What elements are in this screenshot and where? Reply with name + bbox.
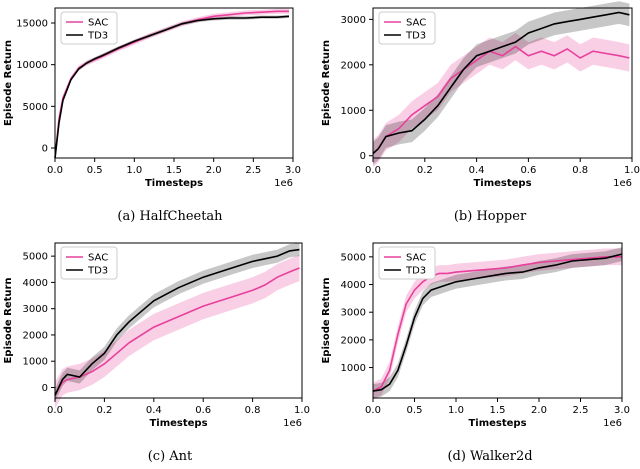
x-tick-label: 0.8 xyxy=(245,405,261,416)
x-scale-label: 1e6 xyxy=(283,418,302,429)
y-tick-label: 1000 xyxy=(341,363,366,374)
legend-box xyxy=(60,11,118,45)
caption-d: (d) Walker2d xyxy=(447,449,533,464)
y-tick-label: 2000 xyxy=(23,330,48,341)
band-sac xyxy=(55,254,300,409)
y-axis-label: Episode Return xyxy=(3,277,14,363)
y-tick-label: 4000 xyxy=(341,280,366,291)
x-scale-label: 1e6 xyxy=(603,418,622,429)
caption-b: (b) Hopper xyxy=(453,209,527,224)
legend-label-sac: SAC xyxy=(406,253,426,264)
x-tick-label: 1.5 xyxy=(490,405,506,416)
x-tick-label: 1.0 xyxy=(126,165,142,176)
legend-label-sac: SAC xyxy=(406,18,426,29)
series-line-sac xyxy=(372,45,630,155)
x-tick-label: 0.5 xyxy=(87,165,103,176)
x-tick-label: 2.5 xyxy=(245,165,261,176)
y-tick-label: 10000 xyxy=(16,60,48,71)
x-tick-label: 0.0 xyxy=(47,405,63,416)
y-tick-label: 15000 xyxy=(16,19,48,30)
x-axis-label: Timesteps xyxy=(149,418,207,429)
x-tick-label: 2.0 xyxy=(531,405,547,416)
caption-a: (a) HalfCheetah xyxy=(117,209,223,224)
x-tick-label: 0.2 xyxy=(417,165,433,176)
x-tick-label: 0.6 xyxy=(195,405,211,416)
x-tick-label: 0.0 xyxy=(365,165,381,176)
x-tick-label: 0.0 xyxy=(47,165,63,176)
x-axis-label: Timesteps xyxy=(473,178,531,189)
series-line-td3 xyxy=(372,11,630,155)
x-tick-label: 0.0 xyxy=(365,405,381,416)
y-tick-label: 1000 xyxy=(341,106,366,117)
y-tick-label: 5000 xyxy=(23,102,48,113)
series-line-sac xyxy=(372,255,622,392)
y-tick-label: 0 xyxy=(42,144,48,155)
y-tick-label: 0 xyxy=(42,383,48,394)
x-scale-label: 1e6 xyxy=(274,178,293,189)
y-axis-label: Episode Return xyxy=(321,277,332,363)
legend-box xyxy=(60,246,118,280)
legend-box xyxy=(378,246,436,280)
x-scale-label: 1e6 xyxy=(613,178,632,189)
legend-box xyxy=(378,11,436,45)
y-tick-label: 5000 xyxy=(341,252,366,263)
y-tick-label: 2000 xyxy=(341,335,366,346)
series-line-sac xyxy=(54,267,300,396)
x-tick-label: 2.0 xyxy=(206,165,222,176)
x-tick-label: 0.2 xyxy=(96,405,112,416)
y-tick-label: 0 xyxy=(360,151,366,162)
y-tick-label: 4000 xyxy=(23,278,48,289)
chart-panel-1: 0.0 0.2 0.4 0.6 0.8 1.0 0 1000 2000 3000 Timesteps… xyxy=(321,1,640,189)
x-tick-label: 1.0 xyxy=(448,405,464,416)
legend-label-td3: TD3 xyxy=(87,31,108,42)
y-tick-label: 3000 xyxy=(341,308,366,319)
chart-panel-0: 0.0 0.5 1.0 1.5 2.0 2.5 3.0 0 5000 10000 15000 Time… xyxy=(3,7,301,189)
series-line-td3 xyxy=(372,253,623,392)
band-td3 xyxy=(373,1,630,165)
x-tick-label: 0.4 xyxy=(146,405,162,416)
x-tick-label: 0.5 xyxy=(407,405,423,416)
x-tick-label: 2.5 xyxy=(573,405,589,416)
legend-label-td3: TD3 xyxy=(405,266,426,277)
x-tick-label: 1.0 xyxy=(624,165,640,176)
x-tick-label: 0.4 xyxy=(469,165,485,176)
x-axis-label: Timesteps xyxy=(145,178,203,189)
x-tick-label: 1.5 xyxy=(166,165,182,176)
x-tick-label: 1.0 xyxy=(294,405,310,416)
x-axis-label: Timesteps xyxy=(468,418,526,429)
y-tick-label: 3000 xyxy=(23,304,48,315)
chart-panel-3: 0.0 0.5 1.0 1.5 2.0 2.5 3.0 1000 2000 3000 4000 500… xyxy=(321,242,630,429)
band-sac xyxy=(373,33,630,168)
chart-panel-2: 0.0 0.2 0.4 0.6 0.8 1.0 0 1000 2000 3000 4000 5000 T… xyxy=(3,242,310,429)
legend-label-td3: TD3 xyxy=(405,31,426,42)
x-tick-label: 0.8 xyxy=(572,165,588,176)
legend-label-sac: SAC xyxy=(88,18,108,29)
legend-label-sac: SAC xyxy=(88,253,108,264)
y-tick-label: 3000 xyxy=(341,15,366,26)
y-tick-label: 5000 xyxy=(23,252,48,263)
y-axis-label: Episode Return xyxy=(3,40,14,126)
x-tick-label: 3.0 xyxy=(614,405,630,416)
y-tick-label: 1000 xyxy=(23,357,48,368)
plot-frame xyxy=(372,7,633,159)
x-tick-label: 3.0 xyxy=(285,165,301,176)
series-line-td3 xyxy=(54,15,290,159)
y-axis-label: Episode Return xyxy=(321,40,332,126)
x-tick-label: 0.6 xyxy=(520,165,536,176)
band-td3 xyxy=(373,247,622,398)
series-line-td3 xyxy=(54,248,300,396)
y-tick-label: 2000 xyxy=(341,60,366,71)
plot-frame xyxy=(54,242,303,399)
legend-label-td3: TD3 xyxy=(87,266,108,277)
caption-c: (c) Ant xyxy=(147,449,193,464)
band-td3 xyxy=(55,243,300,402)
band-sac xyxy=(373,248,622,400)
